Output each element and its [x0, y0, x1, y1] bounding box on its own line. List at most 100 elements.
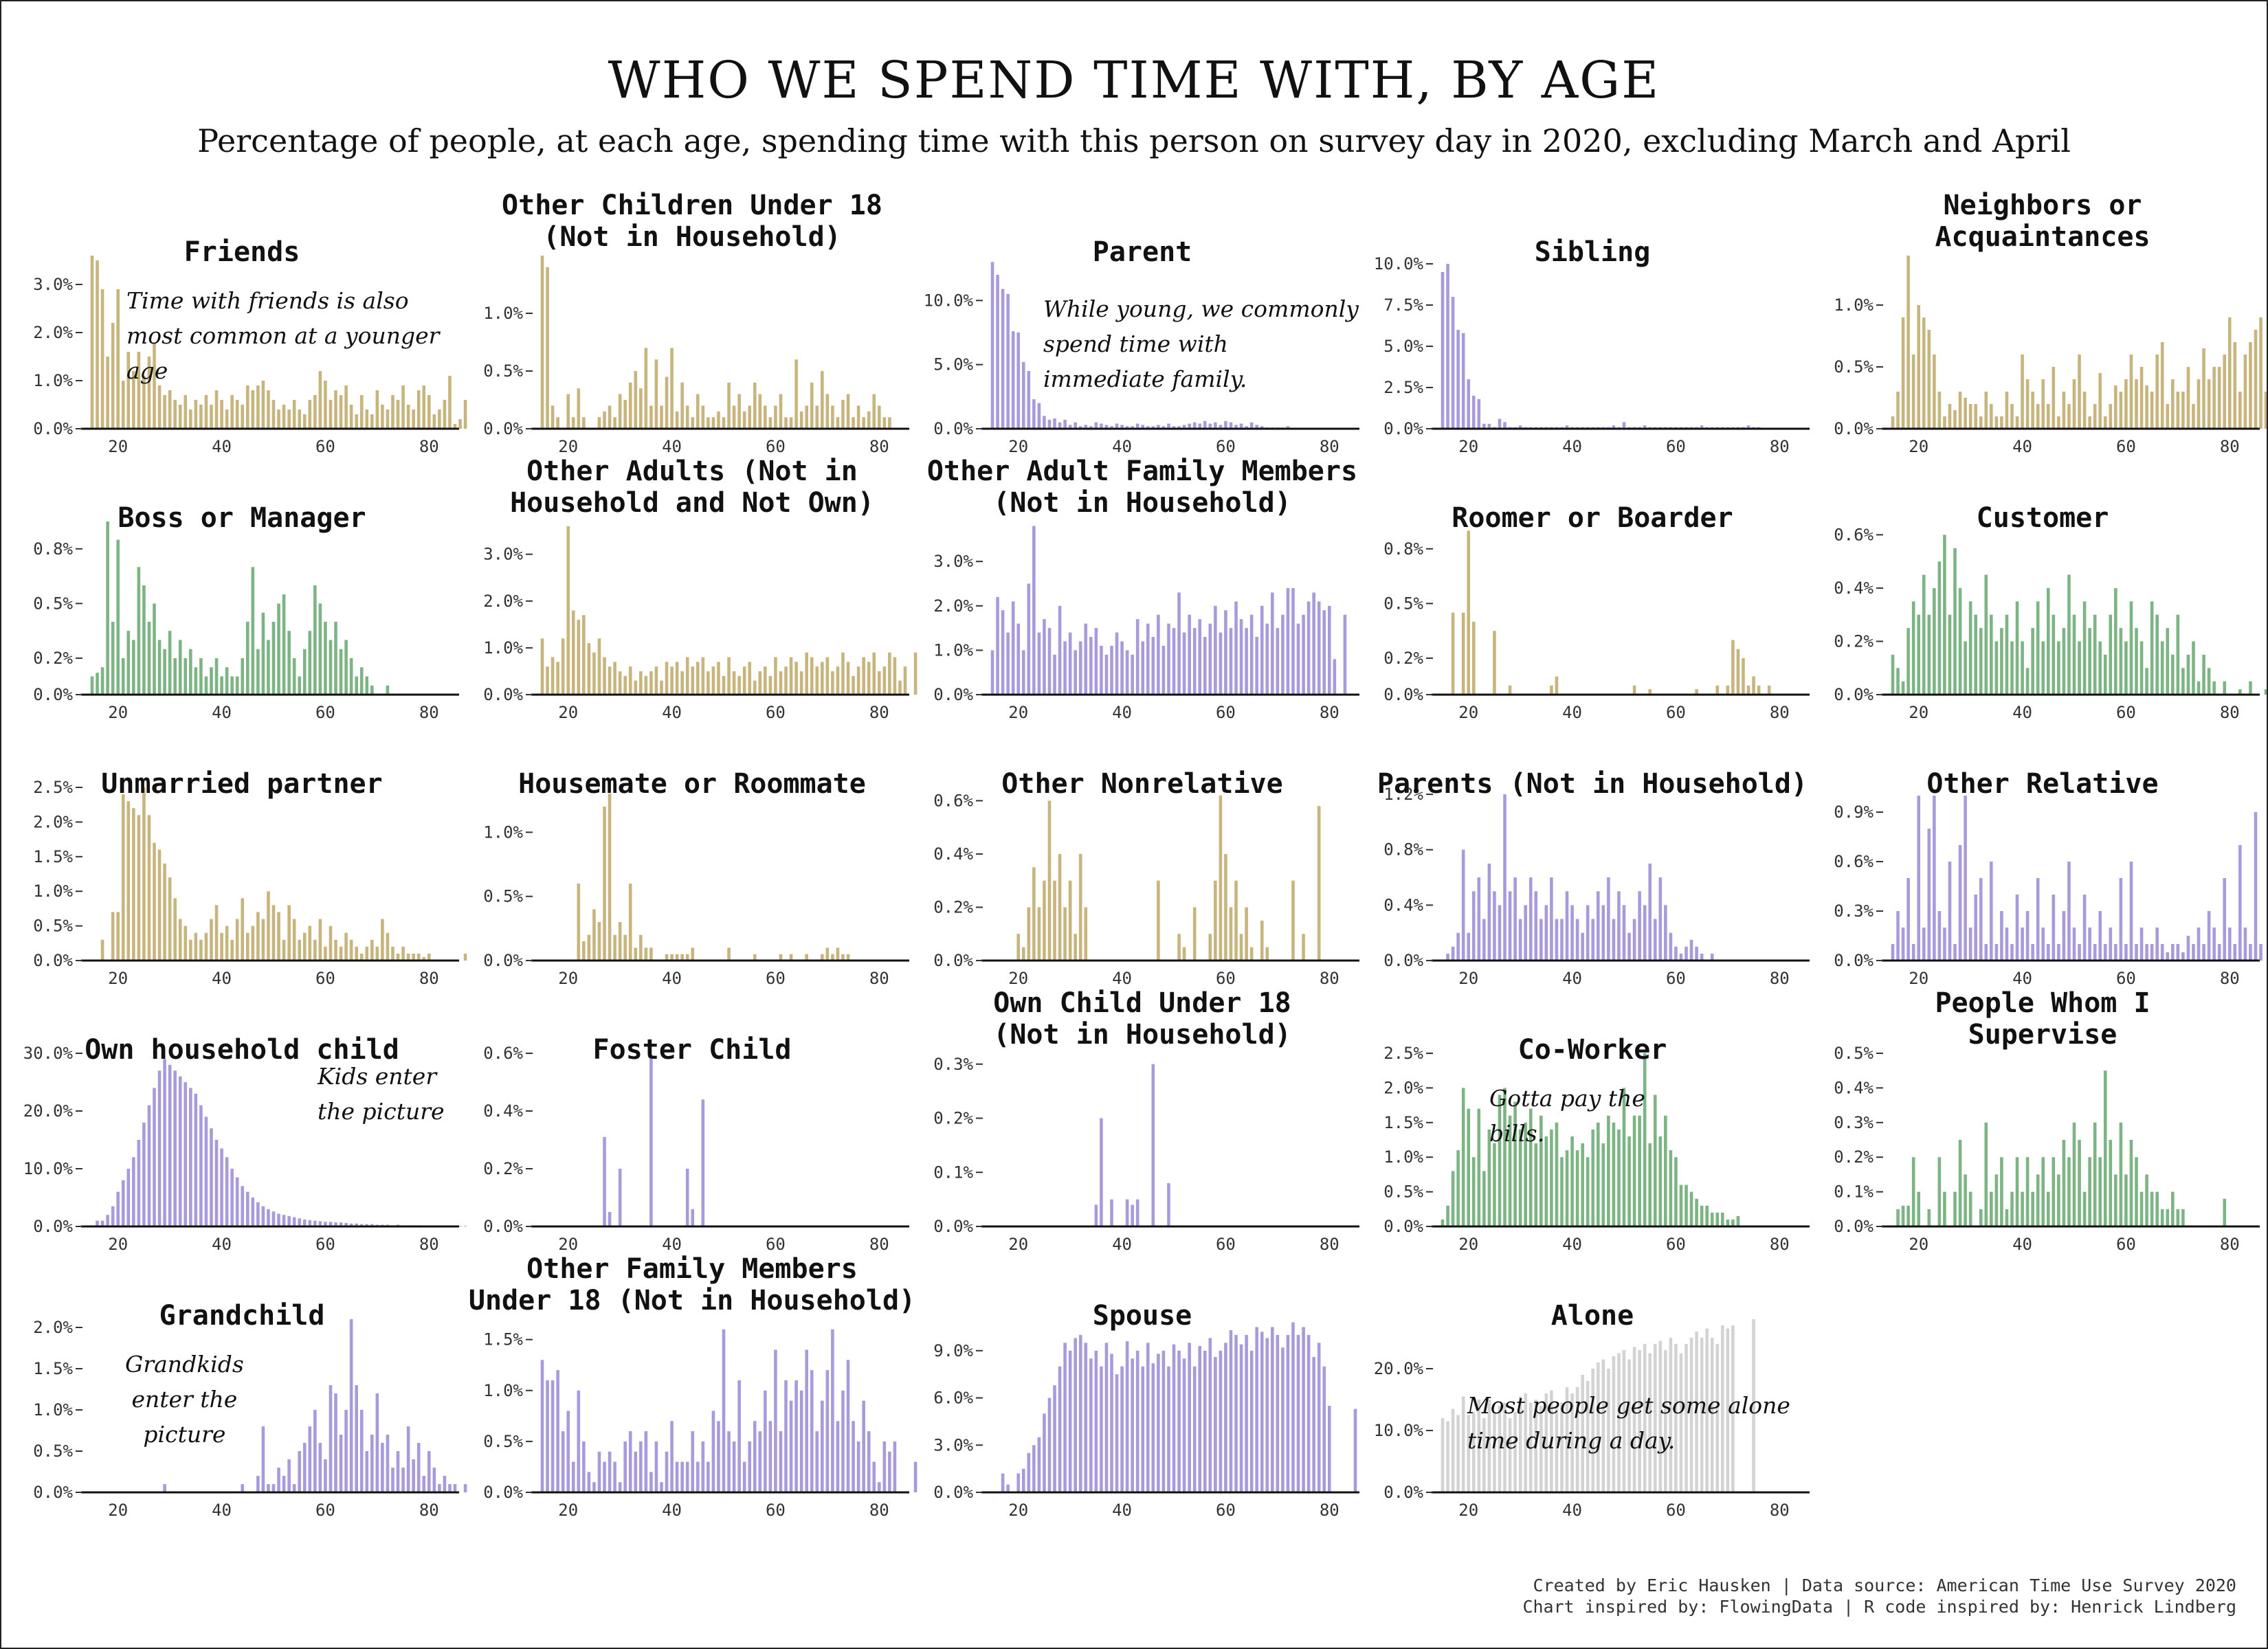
bar [287, 905, 291, 961]
bar [1177, 1350, 1181, 1492]
bar [1286, 587, 1290, 695]
bar [862, 1400, 865, 1492]
bar [282, 1215, 286, 1226]
bar [2202, 654, 2205, 695]
bar [1953, 1191, 1957, 1226]
bar [799, 411, 803, 429]
bar [2031, 1191, 2034, 1226]
bar [427, 395, 431, 429]
bar [324, 1222, 327, 1226]
bar [2067, 862, 2071, 961]
bar [1043, 880, 1046, 961]
bar [1302, 1327, 1305, 1492]
bar [691, 417, 695, 429]
bar [2181, 668, 2185, 695]
bar [546, 666, 549, 695]
bar [1695, 1332, 1698, 1492]
bar [882, 417, 887, 429]
bar [1493, 631, 1496, 695]
bar [365, 1224, 369, 1226]
bar [1627, 1359, 1631, 1492]
bar [106, 1215, 109, 1226]
bar [1125, 1341, 1129, 1492]
bar [1151, 1064, 1155, 1226]
bar [329, 926, 333, 961]
bar [1177, 934, 1181, 961]
bar [1100, 645, 1103, 695]
bar [1653, 1095, 1657, 1226]
bar [862, 657, 865, 695]
bar [2057, 641, 2060, 695]
y-tick-label: 0.4% [1834, 1078, 1874, 1097]
bar [685, 405, 689, 429]
bar [1182, 425, 1186, 429]
bar [453, 1484, 457, 1492]
bar [391, 395, 394, 429]
bar [344, 932, 348, 961]
bar [1451, 612, 1455, 695]
y-tick-label: 0.6% [483, 1044, 523, 1063]
bar [1685, 946, 1688, 961]
bar [831, 405, 834, 429]
bar [1110, 1199, 1113, 1227]
credits: Created by Eric Hausken | Data source: A… [1522, 1575, 2236, 1617]
x-tick-label: 40 [1562, 437, 1582, 456]
bar [727, 657, 731, 695]
bar [359, 1410, 364, 1492]
bar [836, 1421, 840, 1492]
bar [1094, 1204, 1098, 1226]
y-tick-label: 0.3% [933, 1055, 973, 1074]
bar [1948, 862, 1952, 961]
bar-plot: 0.0%0.5%1.0%1.5%2.0%2.5%20 40 60 80 [1383, 1044, 1810, 1254]
bar [623, 1441, 627, 1492]
bar [1260, 920, 1264, 961]
bar [1752, 676, 1755, 695]
bar [1586, 1381, 1590, 1492]
bar [1047, 419, 1052, 429]
bar [779, 394, 783, 429]
bar [401, 385, 405, 429]
bar [1891, 654, 1895, 695]
bar [990, 650, 994, 695]
y-tick-label: 0.0% [1834, 419, 1874, 438]
bar [375, 390, 379, 429]
bar [2176, 944, 2180, 961]
bar [359, 953, 364, 961]
bar [649, 405, 653, 429]
y-tick-label: 0.0% [933, 1483, 973, 1502]
bar [2254, 812, 2258, 961]
panel-annotation: Kids enter the picture [318, 1063, 445, 1125]
bar [308, 1426, 312, 1492]
bar [1006, 294, 1010, 429]
x-tick-label: 60 [766, 969, 786, 988]
bar [1467, 379, 1471, 429]
bar [852, 675, 855, 695]
bar [1446, 1421, 1449, 1492]
bar [189, 939, 192, 961]
bar [1911, 355, 1915, 429]
bar [670, 1421, 674, 1492]
chart-panel: 0.0% 0.1% 0.2% 0.3% 0.4% 0.5% 20 40 60 80 People W… [1816, 985, 2267, 1254]
chart-panel: 0.0% 0.2% 0.4% 0.6% 20 40 60 80 Foster Child [465, 985, 919, 1254]
bar [634, 680, 638, 695]
bar [1943, 1191, 1946, 1226]
bar [142, 585, 146, 695]
bar [318, 919, 322, 961]
x-tick-label: 80 [1320, 703, 1339, 722]
bar [2057, 416, 2060, 429]
bar [324, 621, 327, 695]
bar [1021, 947, 1025, 961]
bar [1063, 1343, 1067, 1492]
bar [717, 662, 720, 695]
bar [2072, 1122, 2076, 1226]
bar [748, 1441, 752, 1492]
bar [241, 898, 245, 961]
x-tick-label: 40 [212, 1235, 232, 1254]
bar [1471, 1157, 1476, 1226]
bar [1456, 330, 1460, 429]
bar [1167, 423, 1170, 429]
bar [551, 405, 555, 429]
bar [355, 1223, 358, 1226]
bar [1167, 623, 1170, 695]
bar [1467, 530, 1471, 695]
